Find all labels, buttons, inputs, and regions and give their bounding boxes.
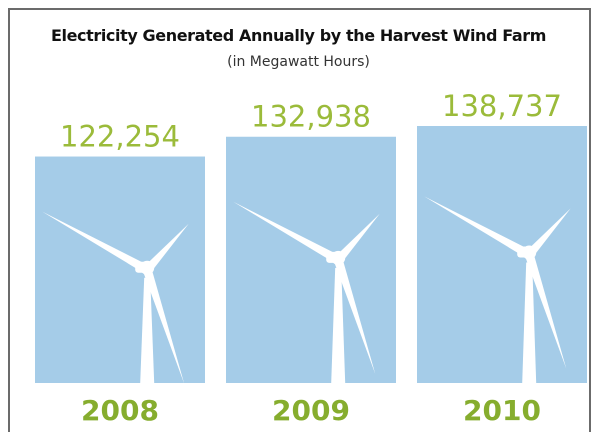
wind-turbine-icon <box>233 201 380 383</box>
wind-turbine-icon <box>42 211 189 384</box>
chart-title: Electricity Generated Annually by the Ha… <box>50 26 547 45</box>
bar-2008 <box>35 156 205 384</box>
value-label-2010: 138,737 <box>442 89 562 123</box>
bar-2010 <box>417 126 587 383</box>
bar-2009 <box>226 136 396 383</box>
bar-rect-2010 <box>417 126 587 383</box>
chart-subtitle: (in Megawatt Hours) <box>227 54 370 70</box>
bar-rect-2008 <box>35 156 205 383</box>
category-label-2008: 2008 <box>81 394 159 427</box>
category-label-2010: 2010 <box>463 394 541 427</box>
category-label-2009: 2009 <box>272 394 350 427</box>
bar-rect-2009 <box>226 136 396 383</box>
wind-turbine-icon <box>424 196 571 383</box>
value-label-2008: 122,254 <box>60 120 180 154</box>
value-label-2009: 132,938 <box>251 100 371 134</box>
